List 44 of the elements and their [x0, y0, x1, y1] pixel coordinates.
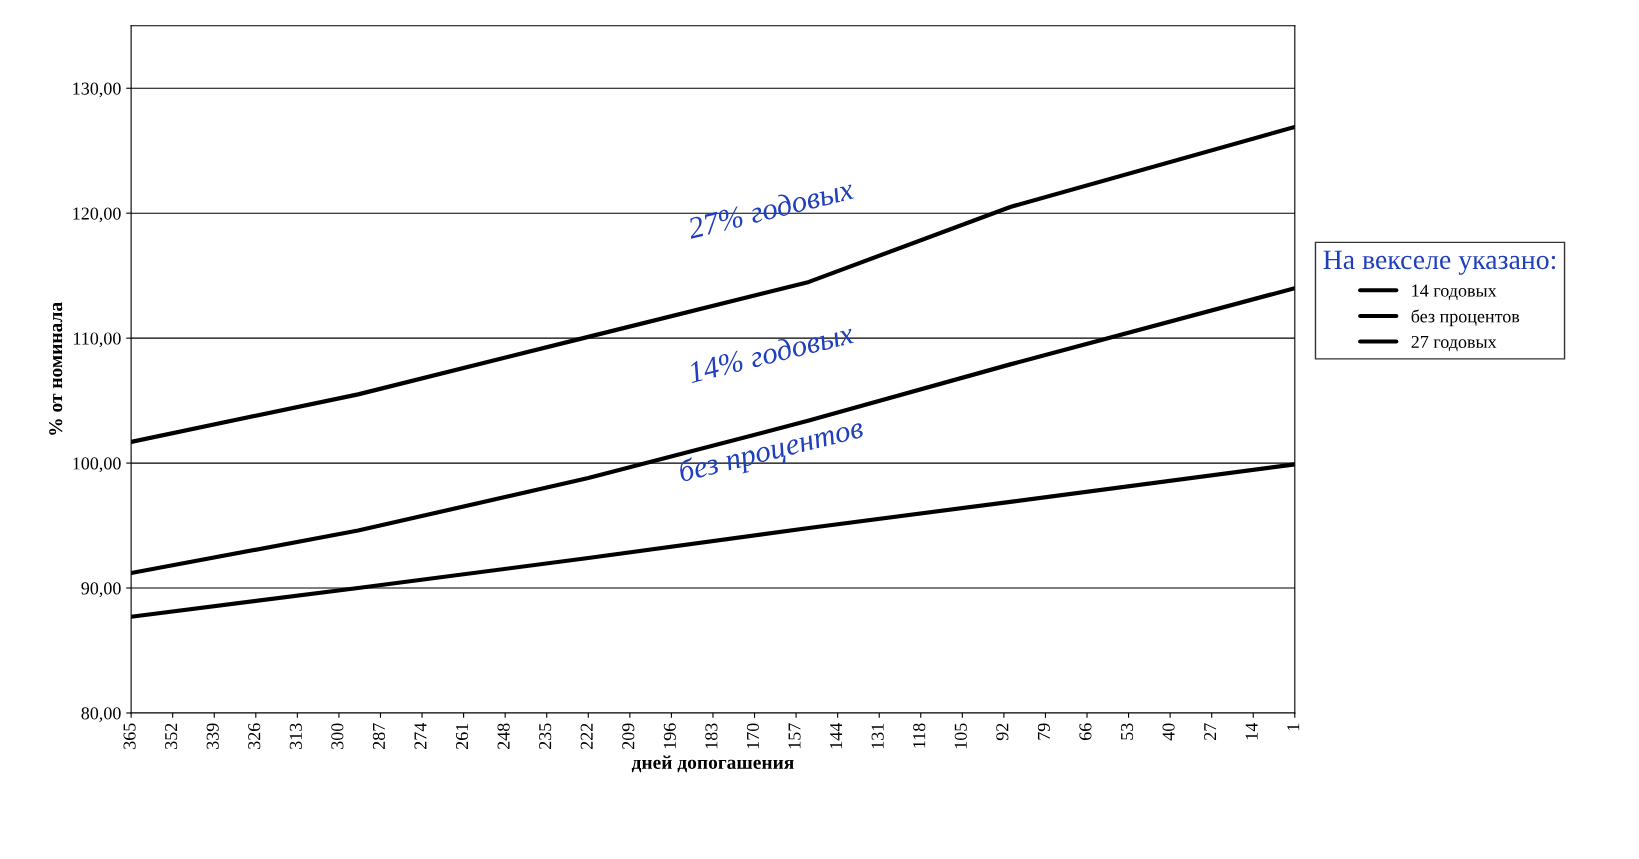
annotation: 14% годовых — [687, 321, 855, 384]
x-tick-label: 92 — [996, 723, 1009, 741]
x-tick-label: 326 — [248, 723, 261, 749]
x-tick-label: 300 — [331, 723, 344, 749]
x-tick-label: 66 — [1079, 723, 1092, 740]
x-tick-label: 235 — [539, 723, 552, 749]
x-tick-label: 365 — [123, 723, 136, 749]
y-tick-label: 110,00 — [74, 332, 121, 348]
x-tick-label: 40 — [1162, 723, 1175, 741]
y-tick-label: 120,00 — [73, 207, 121, 223]
x-tick-label: 79 — [1037, 723, 1050, 740]
legend-label: без процентов — [1411, 309, 1520, 327]
x-tick-label: 352 — [165, 723, 178, 749]
y-axis-title: % от номинала — [49, 302, 63, 435]
x-tick-label: 157 — [788, 723, 801, 749]
legend-title: На векселе указано: — [1323, 250, 1556, 275]
x-tick-label: 339 — [206, 723, 219, 749]
x-tick-label: 287 — [372, 723, 385, 749]
x-tick-label: 53 — [1120, 723, 1134, 740]
annotation: 27% годовых — [685, 177, 855, 240]
x-tick-label: 144 — [830, 722, 842, 749]
y-tick-label: 130,00 — [73, 82, 121, 98]
x-tick-label: 118 — [913, 723, 926, 748]
y-tick-label: 80,00 — [81, 707, 121, 723]
legend-label: 27 годовых — [1411, 335, 1497, 352]
y-tick-label: 100,00 — [73, 457, 121, 473]
annotation: без процентов — [677, 415, 866, 489]
x-tick-label: 209 — [622, 723, 635, 749]
x-tick-label: 248 — [497, 723, 510, 749]
x-axis-title: дней допогашения — [631, 755, 794, 773]
x-tick-label: 170 — [746, 723, 760, 749]
x-tick-label: 261 — [455, 723, 469, 749]
x-tick-label: 1 — [1287, 723, 1300, 731]
x-tick-label: 196 — [663, 723, 676, 749]
x-tick-label: 27 — [1204, 723, 1217, 740]
x-tick-label: 131 — [871, 723, 884, 749]
x-tick-label: 222 — [580, 723, 593, 749]
x-tick-label: 183 — [705, 723, 718, 749]
x-tick-label: 105 — [954, 723, 967, 749]
x-tick-label: 14 — [1245, 722, 1258, 740]
y-tick-label: 90,00 — [81, 582, 121, 598]
x-tick-label: 274 — [414, 722, 427, 749]
x-tick-label: 313 — [289, 723, 302, 749]
legend-label: 14 годовых — [1412, 284, 1497, 301]
